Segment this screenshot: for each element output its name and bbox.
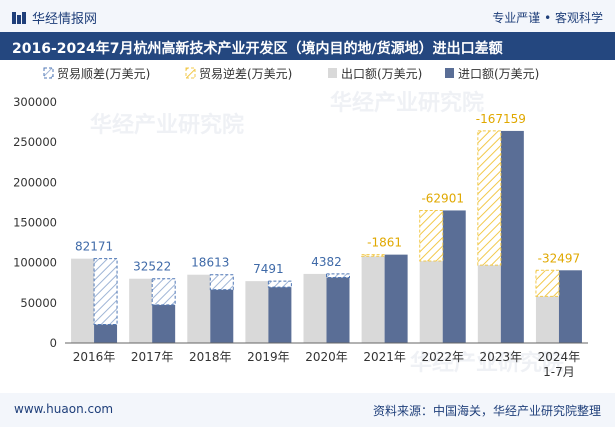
bar-export xyxy=(477,265,501,343)
watermark-2: 华经产业研究院 xyxy=(410,350,564,376)
bar-export xyxy=(535,296,559,343)
legend-label-export: 出口额(万美元) xyxy=(341,67,422,81)
bar-export xyxy=(361,256,385,343)
logo-icon xyxy=(12,11,26,24)
slogan: 专业严谨 • 客观科学 xyxy=(492,11,603,25)
y-tick-label: 100000 xyxy=(13,256,57,270)
x-tick-label: 2023年 xyxy=(480,350,523,364)
legend-swatch-surplus xyxy=(43,67,54,79)
data-label: -167159 xyxy=(476,112,526,126)
data-label: 82171 xyxy=(75,240,113,254)
x-tick-label: 2020年 xyxy=(305,350,348,364)
legend-label-deficit: 贸易逆差(万美元) xyxy=(199,66,292,81)
y-tick-label: 0 xyxy=(50,336,57,350)
bar-surplus xyxy=(326,273,350,278)
bar-surplus xyxy=(209,274,234,291)
x-tick-label: 2022年 xyxy=(421,350,464,364)
bar-deficit xyxy=(419,209,444,262)
bar-surplus xyxy=(267,280,292,288)
data-label: -1861 xyxy=(367,236,402,250)
watermark-1: 华经产业研究院 xyxy=(330,90,484,116)
bar-surplus xyxy=(151,278,176,306)
legend-swatch-deficit xyxy=(185,67,196,79)
y-tick-label: 300000 xyxy=(13,95,57,109)
logo: 华经情报网 xyxy=(12,8,97,27)
bar-deficit xyxy=(535,269,560,297)
data-label: 7491 xyxy=(253,262,284,276)
x-tick-label: 2018年 xyxy=(189,350,232,364)
legend-label-import: 进口额(万美元) xyxy=(458,67,539,81)
bar-import xyxy=(384,254,408,343)
bar-import xyxy=(210,289,234,343)
bar-export xyxy=(71,258,95,343)
x-tick-label: 2019年 xyxy=(247,350,290,364)
bar-deficit xyxy=(361,254,386,257)
data-label: -62901 xyxy=(421,191,464,205)
chart-title: 2016-2024年7月杭州高新技术产业开发区（境内目的地/货源地）进出口差额 xyxy=(12,41,503,57)
x-tick-label: 2021年 xyxy=(363,350,406,364)
watermark-0: 华经产业研究院 xyxy=(90,112,244,138)
logo-text: 华经情报网 xyxy=(32,12,98,27)
bar-surplus xyxy=(93,258,118,326)
title-bar: 2016-2024年7月杭州高新技术产业开发区（境内目的地/货源地）进出口差额 xyxy=(0,32,615,60)
data-source: 资料来源：中国海关，华经产业研究院整理 xyxy=(372,404,601,418)
bar-export xyxy=(245,281,269,343)
data-label: 18613 xyxy=(191,256,229,270)
bar-import xyxy=(94,324,118,343)
bar-export xyxy=(419,261,443,343)
x-tick-label-sub: 1-7月 xyxy=(543,365,575,379)
legend-label-surplus: 贸易顺差(万美元) xyxy=(57,67,150,81)
bar-export xyxy=(187,274,211,343)
site-url: www.huaon.com xyxy=(14,402,114,416)
bar-import xyxy=(326,277,350,343)
bar-import xyxy=(268,287,292,343)
footer-bar: www.huaon.com 资料来源：中国海关，华经产业研究院整理 xyxy=(0,393,615,427)
y-tick-label: 50000 xyxy=(20,296,57,310)
x-tick-label: 2016年 xyxy=(73,350,116,364)
bar-import xyxy=(442,210,466,343)
legend-swatch-import xyxy=(445,68,454,78)
bar-deficit xyxy=(477,130,502,266)
y-tick-label: 250000 xyxy=(13,135,57,149)
bar-import xyxy=(558,270,582,343)
x-tick-label: 2024年 xyxy=(538,350,581,364)
bar-export xyxy=(303,273,327,343)
data-label: 4382 xyxy=(311,255,342,269)
y-tick-label: 200000 xyxy=(13,175,57,189)
y-tick-label: 150000 xyxy=(13,216,57,230)
data-label: 32522 xyxy=(133,260,171,274)
bar-import xyxy=(152,304,176,343)
legend-swatch-export xyxy=(328,68,337,78)
bar-import xyxy=(500,130,524,343)
data-label: -32497 xyxy=(538,251,581,265)
top-bar: 华经情报网 专业严谨 • 客观科学 xyxy=(0,0,615,32)
bar-export xyxy=(129,278,153,343)
x-tick-label: 2017年 xyxy=(131,350,174,364)
